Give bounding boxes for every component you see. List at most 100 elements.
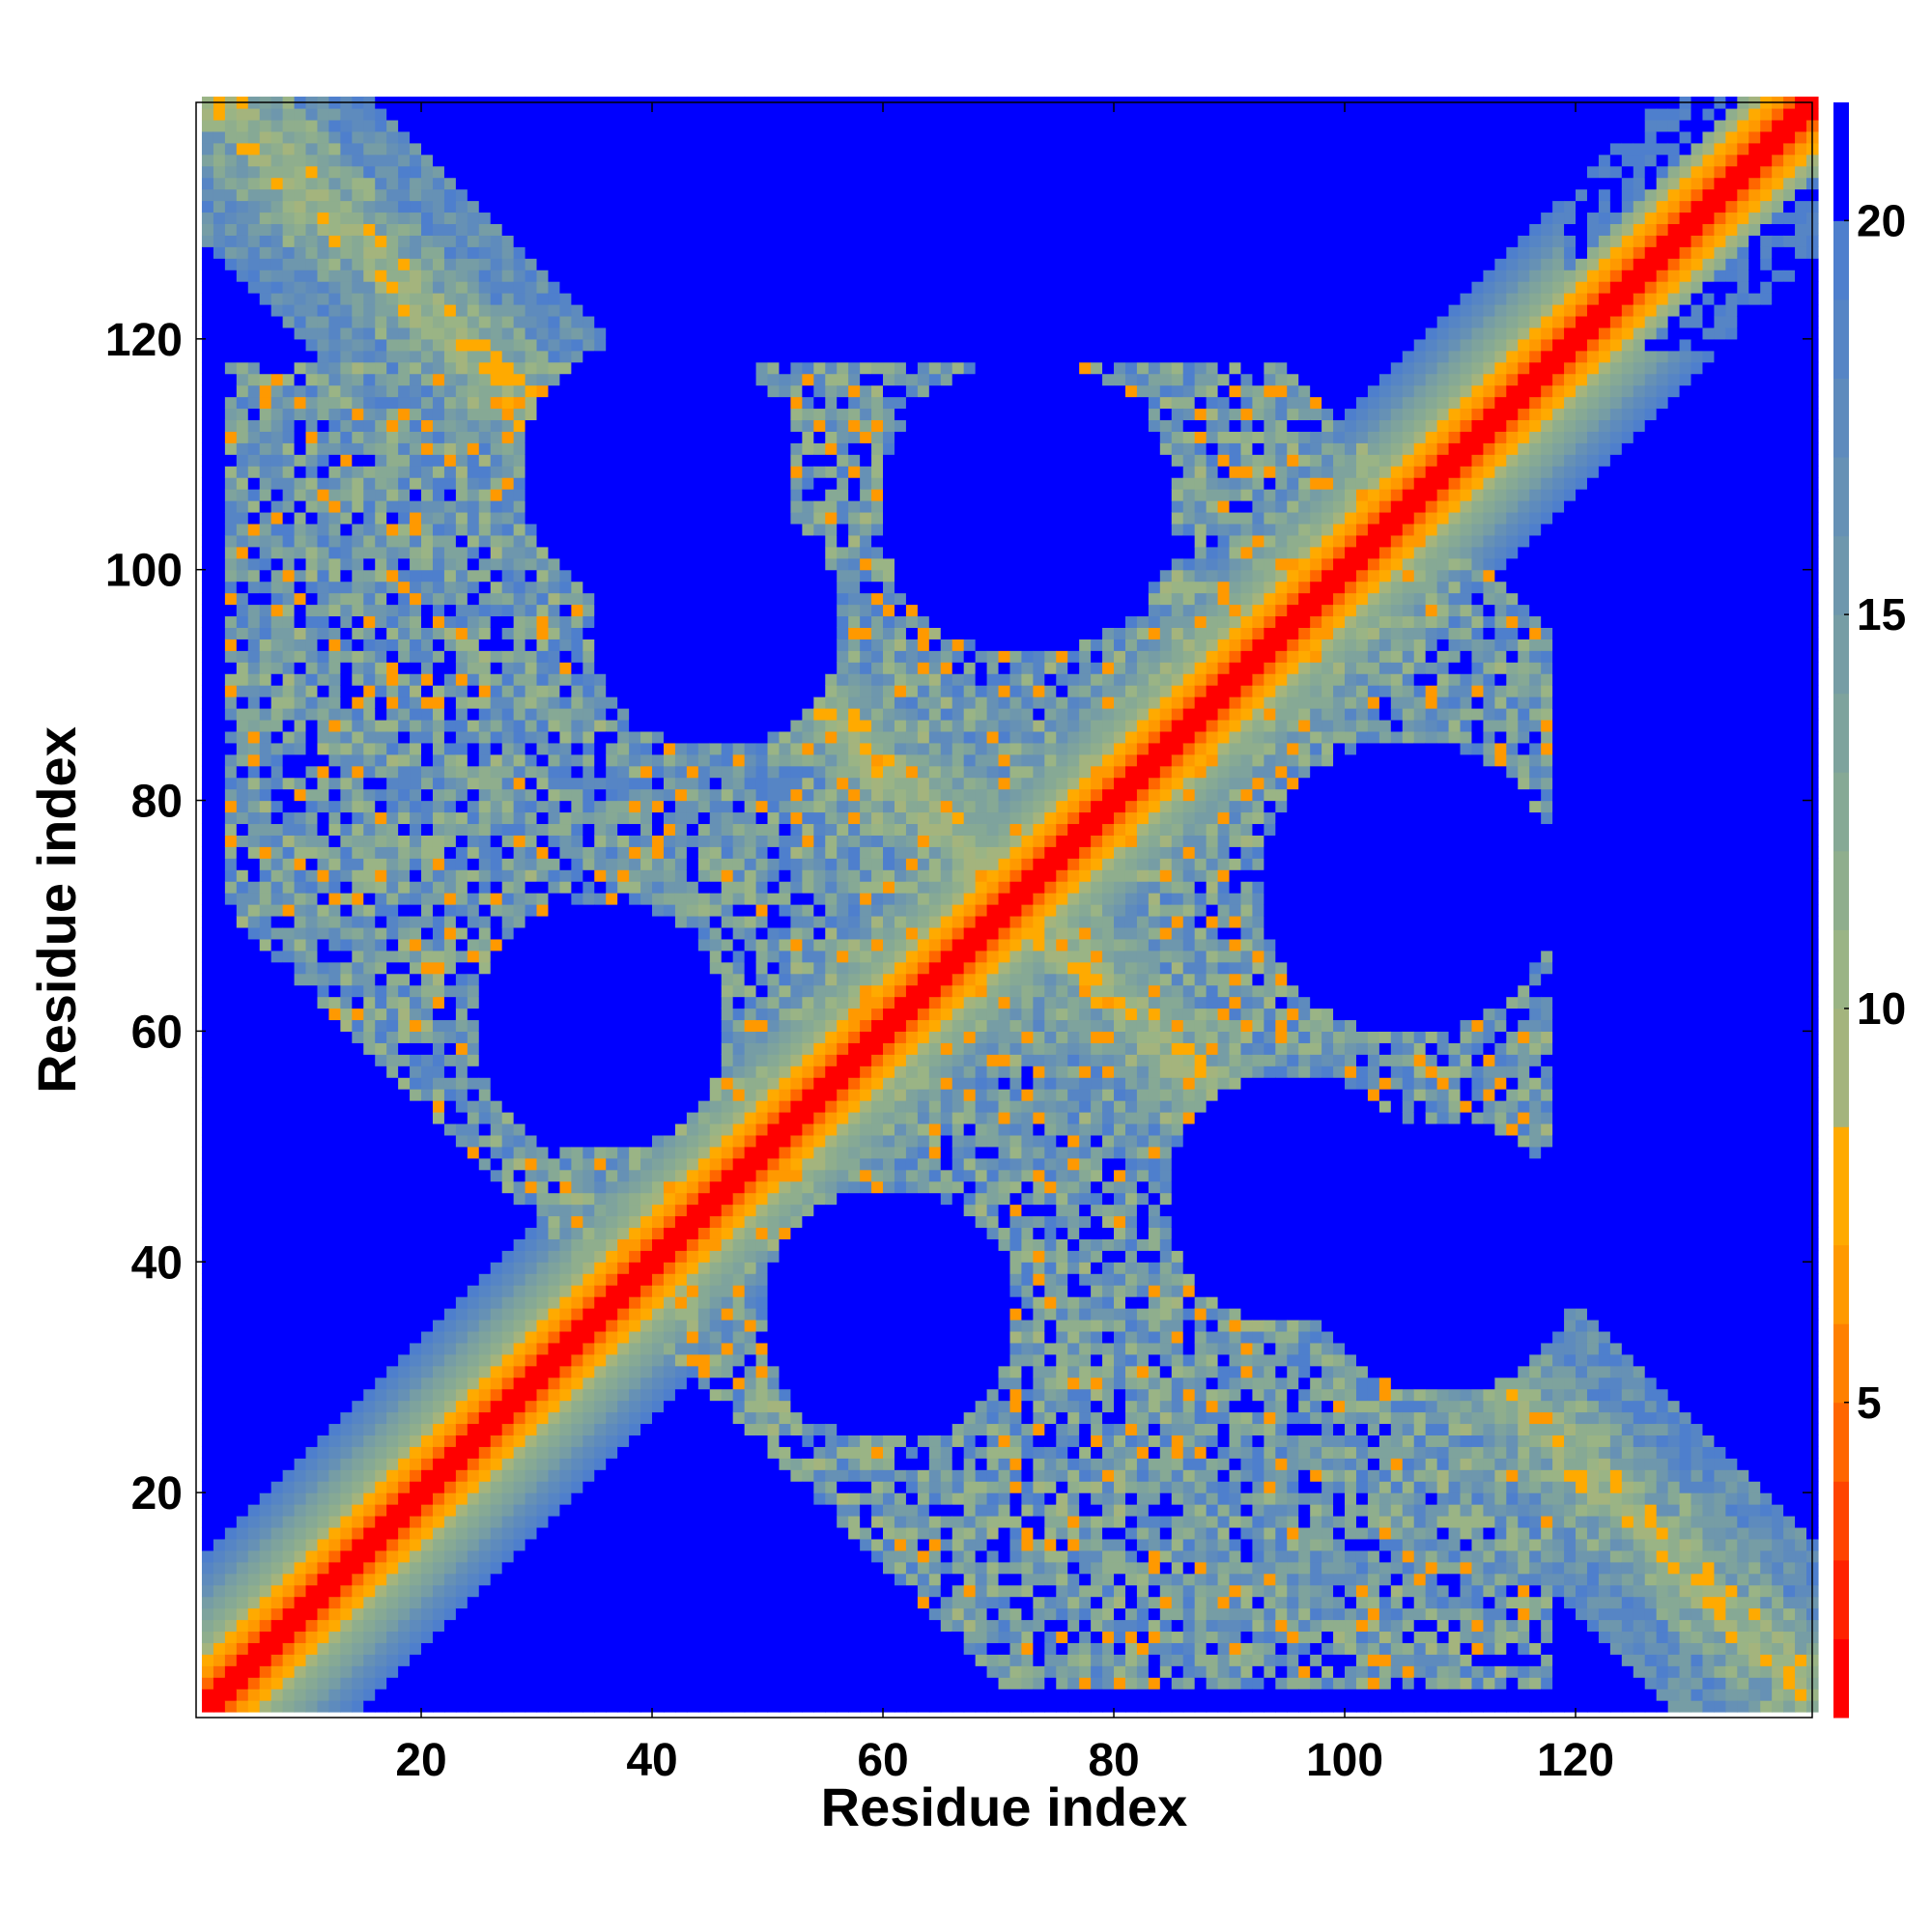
heatmap-cell <box>467 662 480 674</box>
heatmap-cell <box>467 315 480 328</box>
heatmap-cell <box>582 1169 595 1182</box>
heatmap-cell <box>525 730 538 744</box>
heatmap-cell <box>606 1100 618 1113</box>
heatmap-cell <box>282 1089 296 1101</box>
heatmap-cell <box>213 1296 226 1309</box>
heatmap-cell <box>536 304 550 317</box>
heatmap-cell <box>317 1631 330 1643</box>
heatmap-cell <box>328 904 341 917</box>
heatmap-cell <box>363 281 376 294</box>
heatmap-cell <box>340 1538 353 1551</box>
heatmap-cell <box>559 1642 572 1655</box>
heatmap-cell <box>247 719 261 732</box>
heatmap-cell <box>201 1642 214 1655</box>
heatmap-cell <box>410 557 422 571</box>
heatmap-cell <box>571 904 583 917</box>
heatmap-cell <box>247 500 261 513</box>
heatmap-cell <box>421 1631 434 1643</box>
heatmap-cell <box>328 950 341 963</box>
heatmap-cell <box>340 142 353 156</box>
heatmap-cell <box>386 534 399 548</box>
heatmap-cell <box>410 500 422 513</box>
heatmap-cell <box>594 765 607 779</box>
heatmap-cell <box>328 188 341 202</box>
heatmap-cell <box>582 1516 595 1528</box>
heatmap-cell <box>559 685 572 697</box>
heatmap-cell <box>398 696 411 709</box>
heatmap-cell <box>386 996 399 1009</box>
heatmap-cell <box>363 1077 376 1090</box>
heatmap-cell <box>525 212 538 224</box>
heatmap-cell <box>525 996 538 1009</box>
heatmap-cell <box>270 719 284 732</box>
heatmap-cell <box>340 1054 353 1066</box>
heatmap-cell <box>317 1180 330 1194</box>
heatmap-cell <box>213 1538 226 1551</box>
heatmap-cell <box>305 1330 319 1344</box>
heatmap-cell <box>236 881 249 894</box>
heatmap-cell <box>571 1054 583 1066</box>
heatmap-cell <box>247 753 261 767</box>
heatmap-cell <box>501 800 515 813</box>
heatmap-cell <box>270 788 284 802</box>
heatmap-cell <box>328 246 341 259</box>
heatmap-cell <box>478 1308 492 1321</box>
heatmap-cell <box>247 1411 261 1425</box>
heatmap-cell <box>247 1077 261 1090</box>
heatmap-cell <box>317 1677 330 1690</box>
heatmap-cell <box>559 442 572 455</box>
heatmap-cell <box>270 627 284 639</box>
heatmap-cell <box>432 1180 445 1194</box>
heatmap-cell <box>386 1227 399 1239</box>
heatmap-cell <box>213 1504 226 1517</box>
heatmap-cell <box>571 730 583 744</box>
heatmap-cell <box>525 696 538 709</box>
heatmap-cell <box>467 1607 480 1621</box>
heatmap-cell <box>455 442 469 455</box>
heatmap-cell <box>455 1435 469 1447</box>
heatmap-cell <box>582 869 595 882</box>
heatmap-cell <box>559 1446 572 1459</box>
heatmap-cell <box>363 858 376 870</box>
heatmap-cell <box>478 1031 492 1043</box>
heatmap-cell <box>467 1019 480 1032</box>
heatmap-cell <box>398 1631 411 1643</box>
heatmap-cell <box>432 177 445 190</box>
heatmap-cell <box>294 1192 307 1206</box>
heatmap-cell <box>490 604 503 617</box>
heatmap-cell <box>340 893 353 905</box>
heatmap-cell <box>328 800 341 813</box>
heatmap-cell <box>213 327 226 340</box>
heatmap-cell <box>410 696 422 709</box>
heatmap-cell <box>571 1665 583 1678</box>
heatmap-cell <box>501 1180 515 1194</box>
heatmap-cell <box>582 1296 595 1309</box>
heatmap-cell <box>282 1204 296 1217</box>
heatmap-cell <box>282 1377 296 1390</box>
heatmap-cell <box>548 1296 561 1309</box>
heatmap-cell <box>398 1008 411 1021</box>
heatmap-cell <box>559 926 572 940</box>
heatmap-cell <box>259 384 272 398</box>
heatmap-cell <box>432 777 445 790</box>
heatmap-cell <box>247 846 261 859</box>
heatmap-cell <box>363 235 376 247</box>
heatmap-cell <box>236 592 249 606</box>
heatmap-cell <box>432 569 445 582</box>
heatmap-cell <box>352 1285 364 1297</box>
heatmap-cell <box>536 281 550 294</box>
heatmap-cell <box>398 650 411 663</box>
heatmap-cell <box>455 1538 469 1551</box>
heatmap-cell <box>352 1492 364 1505</box>
heatmap-cell <box>236 1677 249 1690</box>
heatmap-cell <box>224 996 238 1009</box>
heatmap-cell <box>478 1215 492 1229</box>
heatmap-cell <box>548 915 561 928</box>
heatmap-cell <box>224 1353 238 1367</box>
heatmap-cell <box>478 950 492 963</box>
heatmap-cell <box>398 730 411 744</box>
heatmap-cell <box>525 119 538 132</box>
heatmap-cell <box>236 1122 249 1136</box>
heatmap-cell <box>594 1215 607 1229</box>
heatmap-cell <box>340 915 353 928</box>
